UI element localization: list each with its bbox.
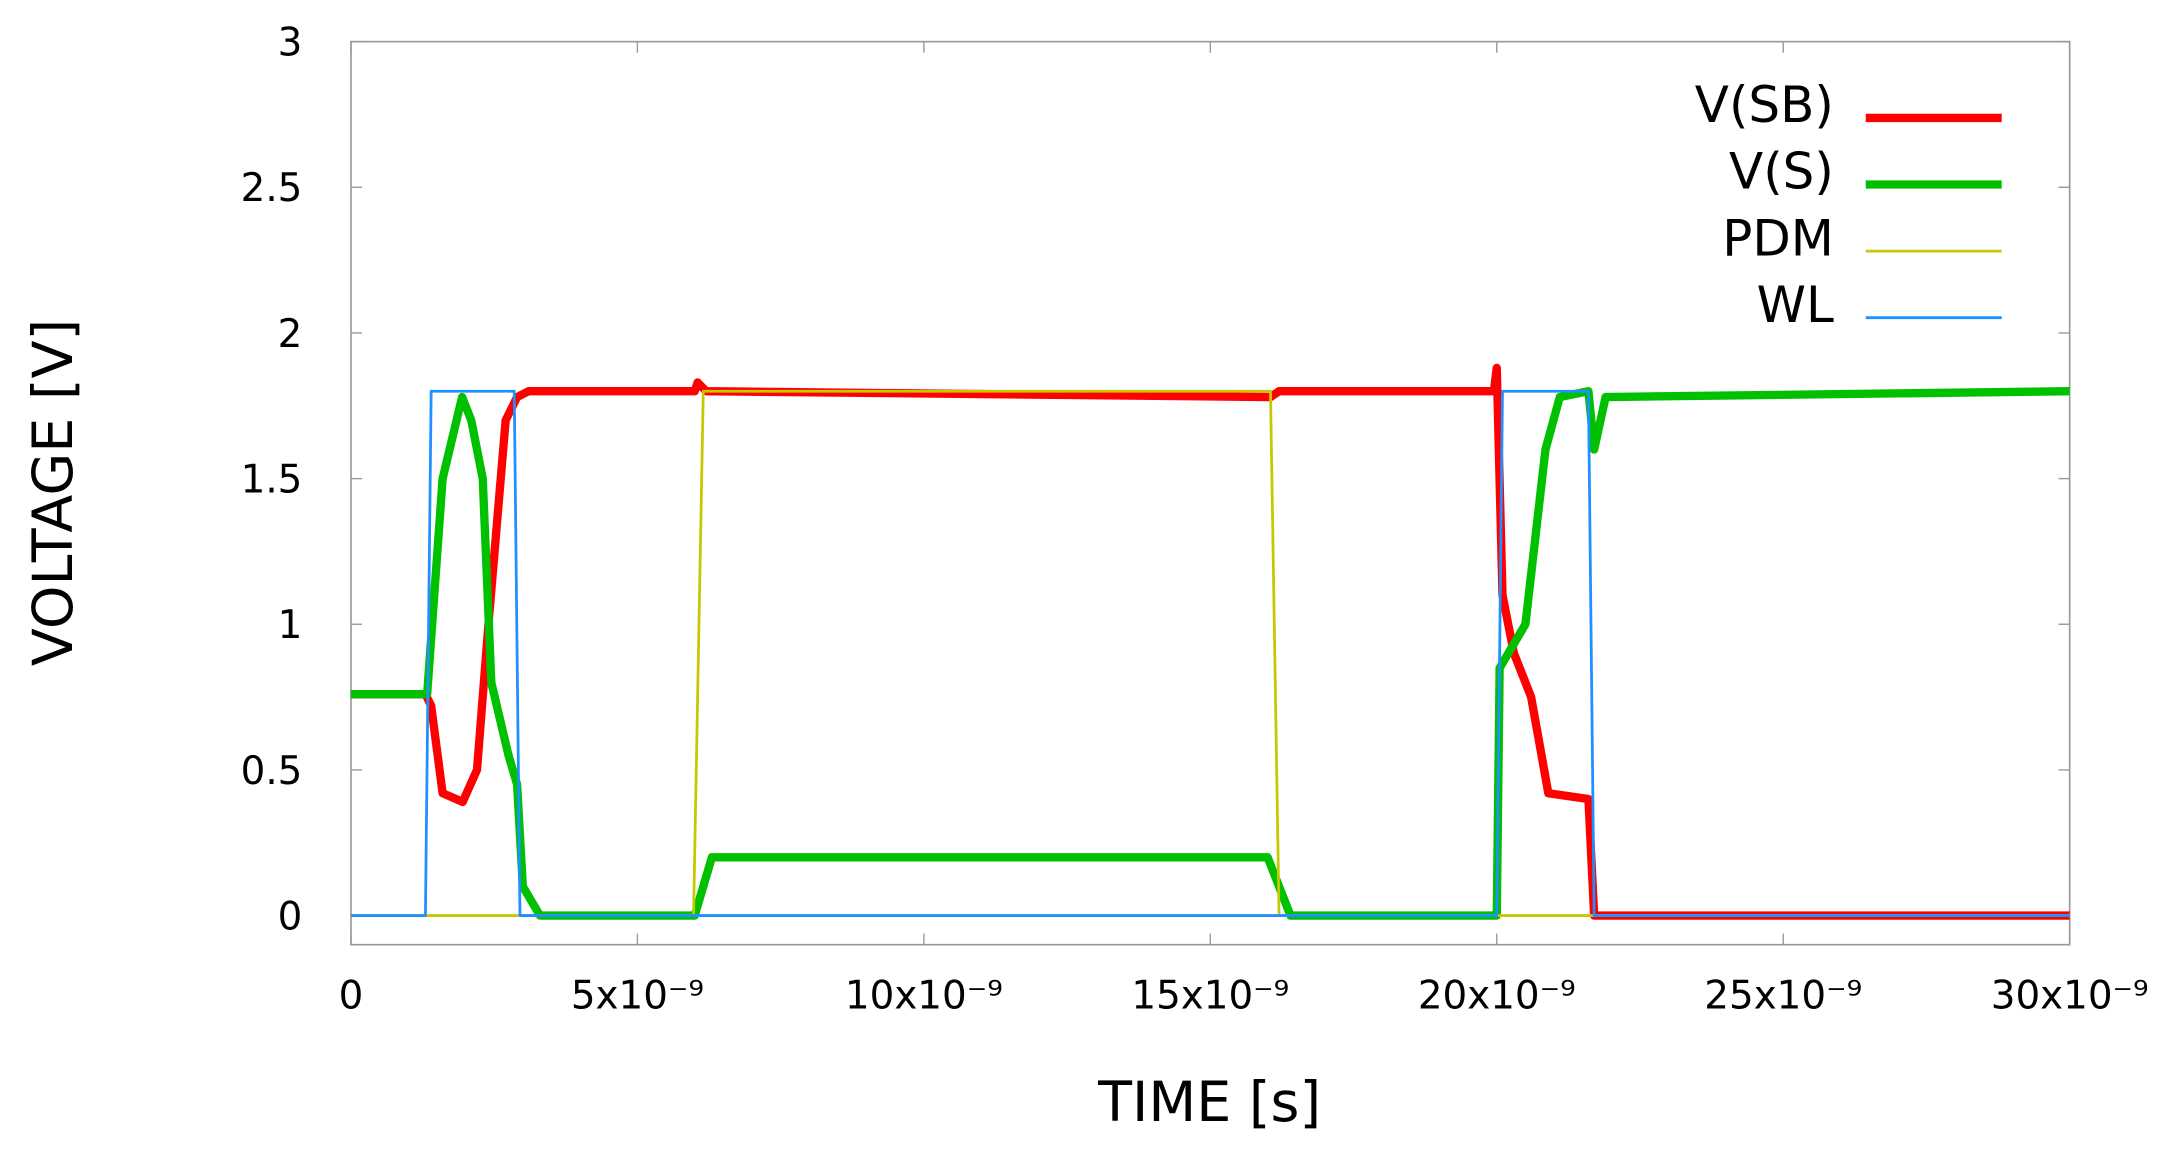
x-tick-label: 5x10⁻⁹ (571, 974, 704, 1019)
x-tick-label: 25x10⁻⁹ (1704, 974, 1862, 1019)
y-tick-label: 0 (278, 894, 303, 939)
y-tick-label: 1 (278, 603, 303, 648)
y-axis-title: VOLTAGE [V] (22, 319, 86, 666)
x-tick-label: 30x10⁻⁹ (1991, 974, 2149, 1019)
legend-label: V(S) (1729, 143, 1834, 201)
series-line (350, 387, 2070, 920)
legend-label: WL (1757, 276, 1834, 334)
y-tick-label: 3 (278, 21, 303, 66)
x-axis-title: TIME [s] (1097, 1071, 1321, 1135)
y-tick-label: 2.5 (241, 166, 303, 211)
legend-label: V(SB) (1695, 76, 1834, 134)
y-tick-label: 0.5 (241, 749, 303, 794)
y-tick-label: 2 (278, 312, 303, 357)
x-tick-label: 0 (339, 974, 364, 1019)
x-tick-label: 15x10⁻⁹ (1131, 974, 1289, 1019)
series-line (350, 389, 2070, 917)
legend-label: PDM (1722, 209, 1834, 267)
y-tick-label: 1.5 (241, 457, 303, 502)
x-tick-label: 10x10⁻⁹ (845, 974, 1003, 1019)
x-tick-label: 20x10⁻⁹ (1418, 974, 1576, 1019)
series-line (350, 389, 2070, 917)
series-line (350, 363, 2070, 920)
